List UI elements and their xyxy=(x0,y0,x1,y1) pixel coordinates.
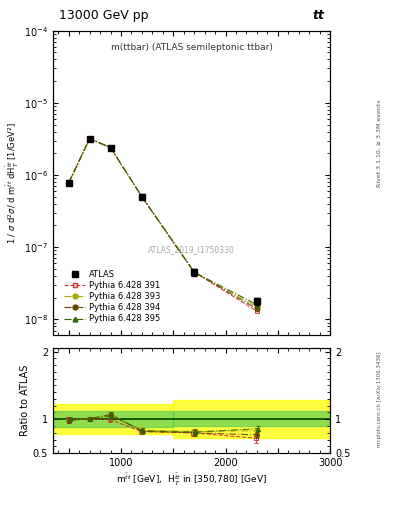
Text: tt: tt xyxy=(312,9,325,22)
Legend: ATLAS, Pythia 6.428 391, Pythia 6.428 393, Pythia 6.428 394, Pythia 6.428 395: ATLAS, Pythia 6.428 391, Pythia 6.428 39… xyxy=(63,268,162,325)
Y-axis label: 1 / $\sigma$ d$^2\sigma$/ d m$^{\bar{t}t}$ dH$_T^{\bar{t}t}$ [1/GeV$^2$]: 1 / $\sigma$ d$^2\sigma$/ d m$^{\bar{t}t… xyxy=(5,122,21,244)
X-axis label: m$^{\bar{t}t}$ [GeV],  H$_T^{\bar{t}t}$ in [350,780] [GeV]: m$^{\bar{t}t}$ [GeV], H$_T^{\bar{t}t}$ i… xyxy=(116,472,267,488)
Text: m(ttbar) (ATLAS semileptonic ttbar): m(ttbar) (ATLAS semileptonic ttbar) xyxy=(111,43,272,52)
Text: ATLAS_2019_I1750330: ATLAS_2019_I1750330 xyxy=(148,246,235,254)
Text: 13000 GeV pp: 13000 GeV pp xyxy=(59,9,148,22)
Text: Rivet 3.1.10, ≥ 3.3M events: Rivet 3.1.10, ≥ 3.3M events xyxy=(377,99,382,187)
Y-axis label: Ratio to ATLAS: Ratio to ATLAS xyxy=(20,365,30,436)
Text: mcplots.cern.ch [arXiv:1306.3436]: mcplots.cern.ch [arXiv:1306.3436] xyxy=(377,352,382,447)
